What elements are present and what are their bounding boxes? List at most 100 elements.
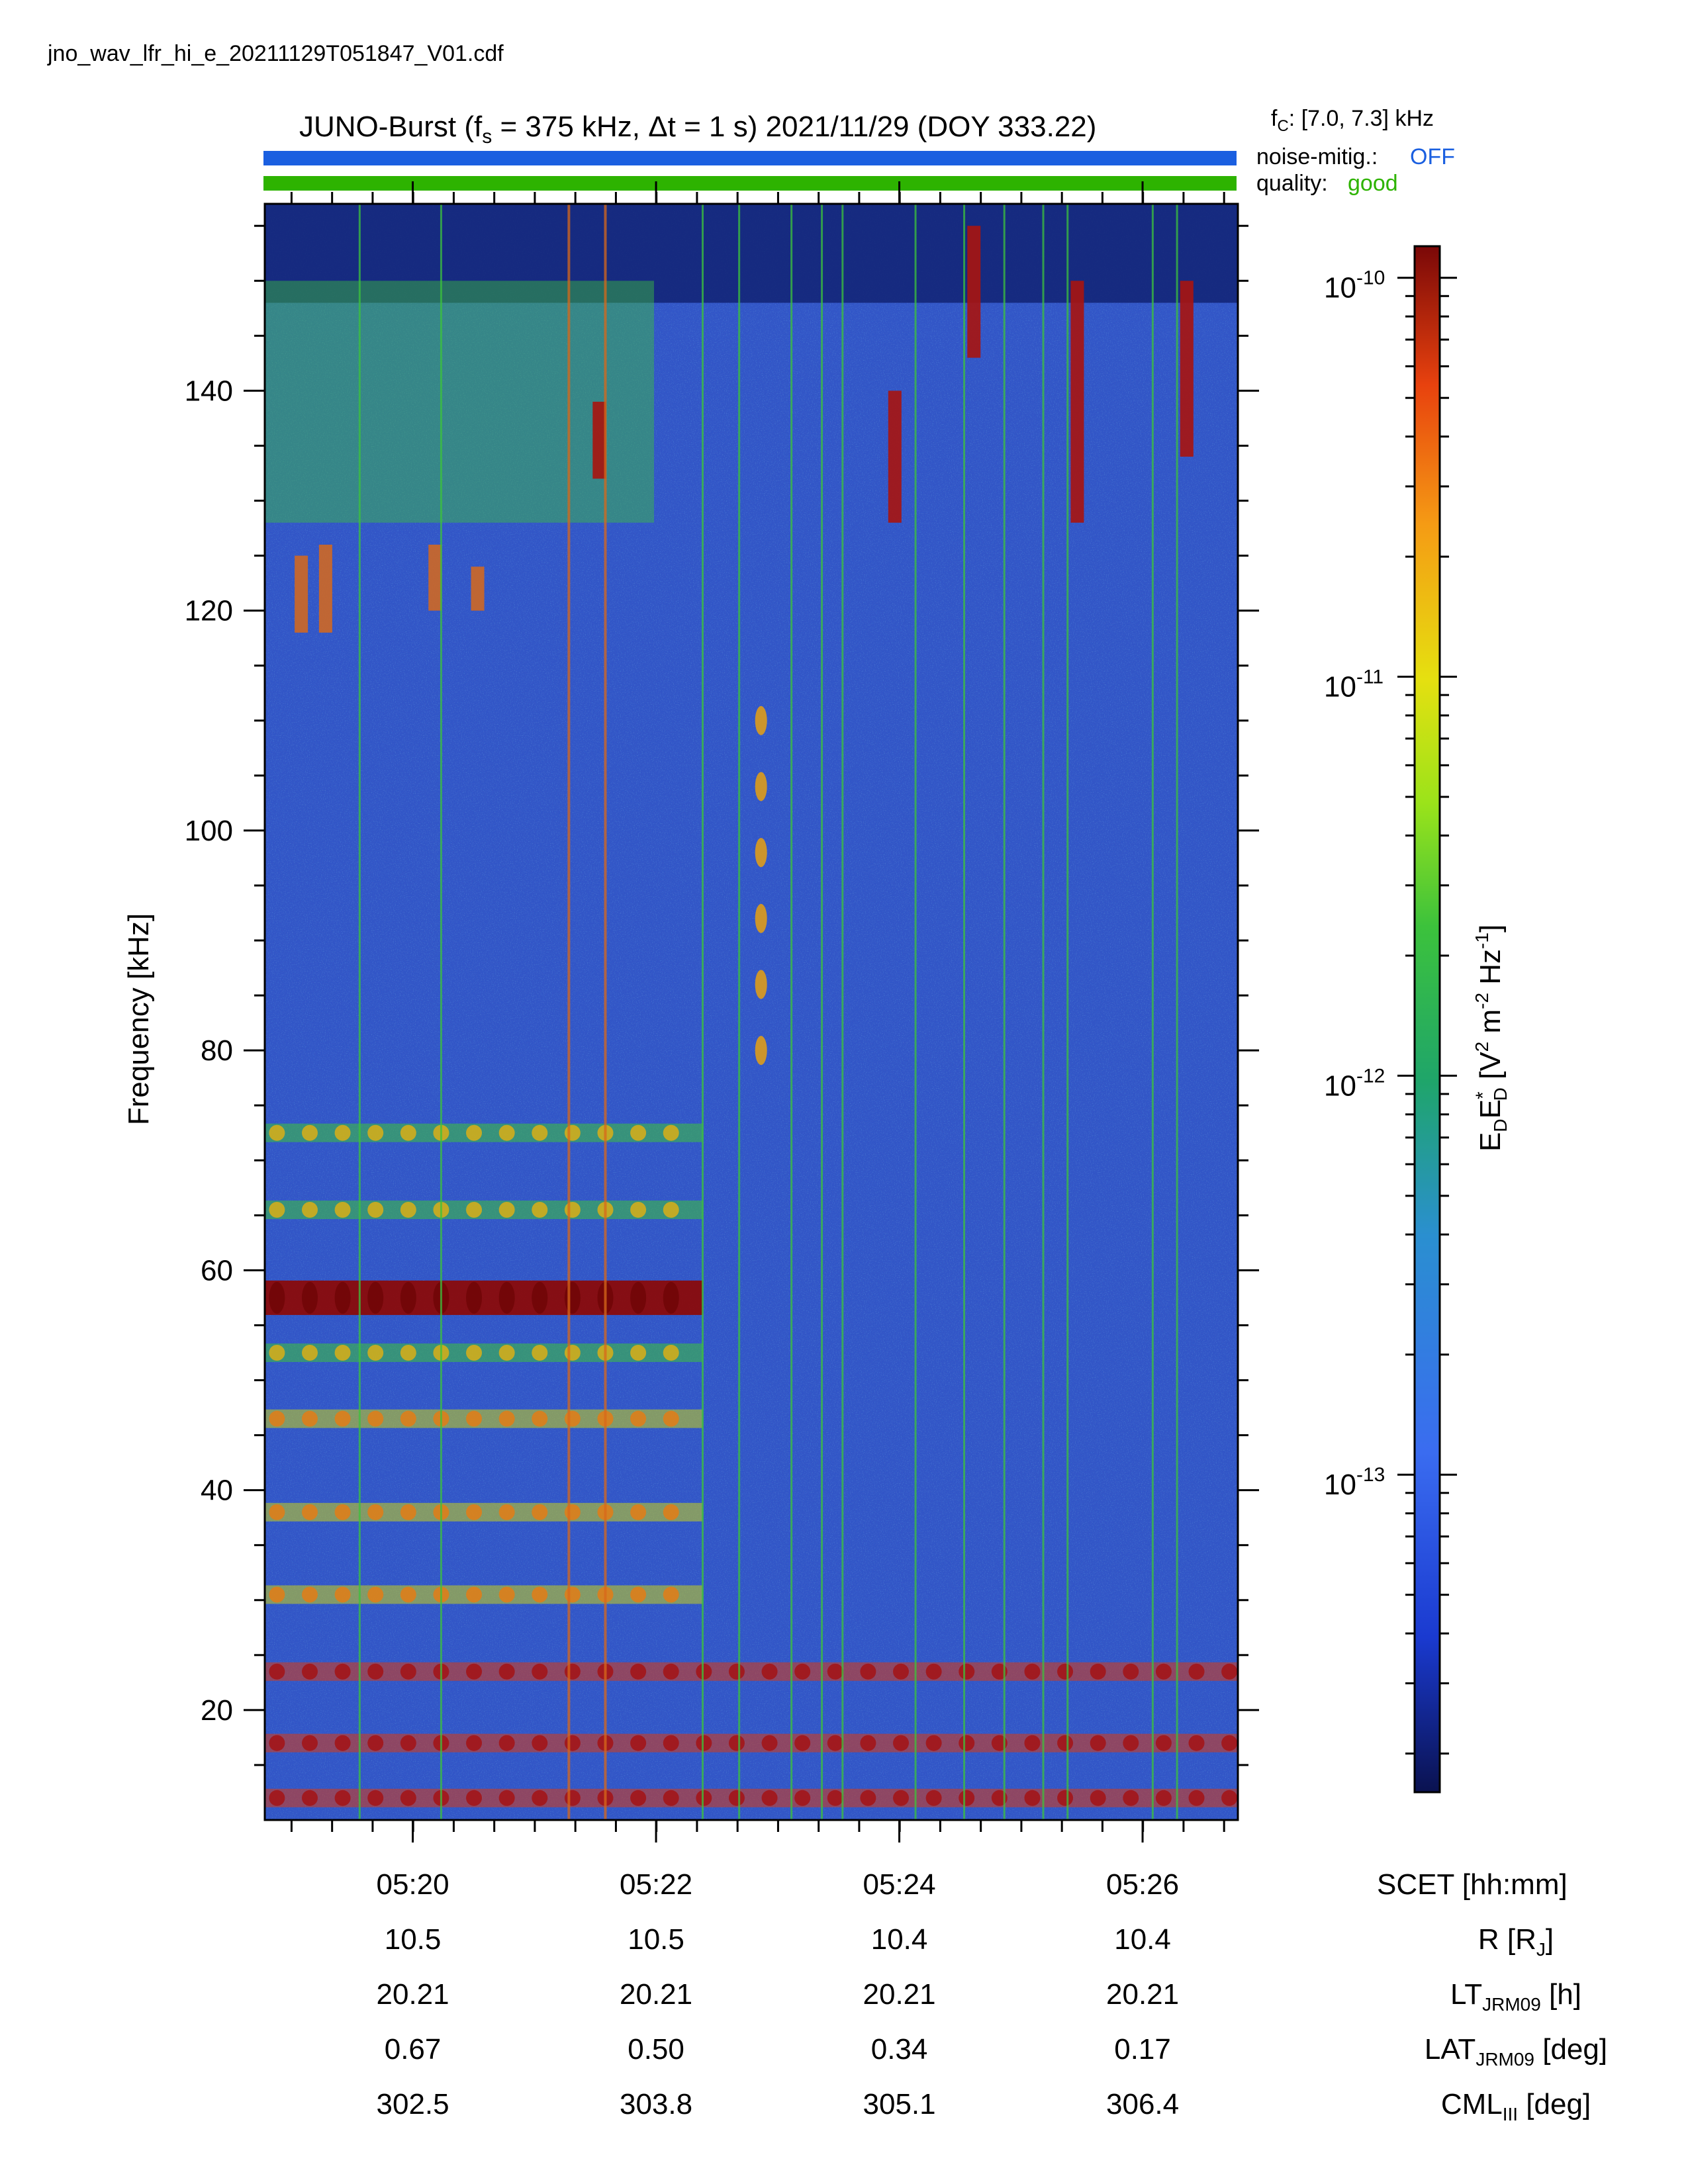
emission-bead xyxy=(794,1663,811,1680)
ephemeris-value: 0.67 xyxy=(385,2033,442,2066)
ephemeris-value: 306.4 xyxy=(1106,2088,1179,2120)
cb-e: E xyxy=(1474,1132,1507,1152)
cb-d1: D xyxy=(1490,1118,1511,1132)
emission-bead xyxy=(466,1202,483,1218)
emission-bead xyxy=(400,1344,416,1361)
harmonic-band xyxy=(265,1788,1238,1807)
emission-bead xyxy=(663,1281,679,1314)
spectral-features xyxy=(265,204,1238,1807)
emission-bead xyxy=(269,1410,285,1427)
emission-bead xyxy=(1090,1735,1106,1751)
ephemeris-value: 0.50 xyxy=(628,2033,684,2066)
emission-bead xyxy=(696,1790,712,1806)
emission-bead xyxy=(400,1202,416,1218)
emission-bead xyxy=(301,1504,318,1520)
emission-bead xyxy=(466,1344,483,1361)
noise-mitig-value: OFF xyxy=(1410,144,1455,169)
ephemeris-value: 20.21 xyxy=(1106,1978,1179,2011)
emission-bead xyxy=(893,1663,910,1680)
emission-bead xyxy=(301,1344,318,1361)
quality-label: quality: xyxy=(1256,171,1328,196)
emission-bead xyxy=(663,1790,679,1806)
colorbar-label: EDE*D [V2 m-2 Hz-1] xyxy=(1472,925,1511,1152)
emission-bead xyxy=(367,1735,384,1751)
emission-bead xyxy=(630,1124,647,1141)
noise-mitig-label: noise-mitig.: xyxy=(1256,144,1378,169)
emission-bead xyxy=(334,1202,351,1218)
emission-bead xyxy=(630,1410,647,1427)
emission-bead xyxy=(269,1586,285,1603)
emission-bead xyxy=(663,1586,679,1603)
noise-mitig-bar xyxy=(263,151,1237,165)
emission-bead xyxy=(827,1663,843,1680)
emission-bead xyxy=(498,1344,515,1361)
emission-bead xyxy=(269,1281,285,1314)
emission-bead xyxy=(498,1586,515,1603)
emission-bead xyxy=(564,1790,581,1806)
emission-bead xyxy=(334,1410,351,1427)
emission-bead xyxy=(663,1344,679,1361)
emission-bead xyxy=(1221,1663,1238,1680)
emission-bead xyxy=(301,1735,318,1751)
emission-bead xyxy=(564,1124,581,1141)
emission-bead xyxy=(269,1504,285,1520)
emission-bead xyxy=(1057,1663,1074,1680)
emission-bead xyxy=(400,1735,416,1751)
dotted-emission xyxy=(755,705,767,735)
emission-bead xyxy=(1024,1790,1041,1806)
cb-open: [V xyxy=(1474,1052,1507,1087)
y-tick-label: 120 xyxy=(185,595,233,627)
emission-bead xyxy=(269,1735,285,1751)
scet-label: SCET [hh:mm] xyxy=(1377,1868,1568,1901)
emission-bead xyxy=(761,1790,778,1806)
emission-patch xyxy=(295,555,308,633)
emission-bead xyxy=(827,1735,843,1751)
fc-value: : [7.0, 7.3] kHz xyxy=(1289,106,1434,131)
emission-bead xyxy=(761,1735,778,1751)
ephemeris-value: 20.21 xyxy=(620,1978,692,2011)
emission-bead xyxy=(564,1504,581,1520)
emission-patch xyxy=(471,567,485,611)
plot-frame xyxy=(263,203,1239,1821)
emission-bead xyxy=(498,1202,515,1218)
intense-burst xyxy=(967,226,981,358)
filename: jno_wav_lfr_hi_e_20211129T051847_V01.cdf xyxy=(47,41,504,66)
quality-bar xyxy=(263,176,1237,191)
ephemeris-value: 303.8 xyxy=(620,2088,692,2120)
emission-bead xyxy=(893,1735,910,1751)
dotted-emission xyxy=(755,903,767,933)
emission-bead xyxy=(498,1504,515,1520)
emission-bead xyxy=(630,1504,647,1520)
emission-bead xyxy=(367,1281,384,1314)
emission-bead xyxy=(400,1124,416,1141)
dotted-emission xyxy=(755,970,767,999)
title-prefix: JUNO-Burst (f xyxy=(299,111,483,143)
emission-bead xyxy=(794,1735,811,1751)
emission-bead xyxy=(663,1663,679,1680)
cb-supm1: -1 xyxy=(1472,933,1492,949)
x-tick-label: 05:26 xyxy=(1106,1868,1179,1901)
emission-bead xyxy=(466,1586,483,1603)
emission-bead xyxy=(532,1504,548,1520)
harmonic-band xyxy=(265,1662,1238,1681)
ephemeris-value: 305.1 xyxy=(863,2088,936,2120)
cb-d2: D xyxy=(1490,1087,1511,1101)
emission-bead xyxy=(925,1735,942,1751)
emission-bead xyxy=(301,1663,318,1680)
ephemeris-value: 10.5 xyxy=(385,1923,442,1956)
cb-hz: Hz xyxy=(1474,949,1507,993)
emission-bead xyxy=(400,1663,416,1680)
y-tick-label: 60 xyxy=(201,1254,233,1287)
ephemeris-value: 10.5 xyxy=(628,1923,684,1956)
dotted-emission xyxy=(755,772,767,801)
emission-bead xyxy=(1155,1790,1172,1806)
emission-bead xyxy=(400,1586,416,1603)
emission-bead xyxy=(466,1735,483,1751)
emission-bead xyxy=(334,1586,351,1603)
ephemeris-value: 302.5 xyxy=(377,2088,449,2120)
emission-bead xyxy=(663,1735,679,1751)
dotted-emission xyxy=(755,838,767,868)
x-tick-label: 05:20 xyxy=(377,1868,449,1901)
emission-bead xyxy=(334,1735,351,1751)
emission-bead xyxy=(728,1663,745,1680)
